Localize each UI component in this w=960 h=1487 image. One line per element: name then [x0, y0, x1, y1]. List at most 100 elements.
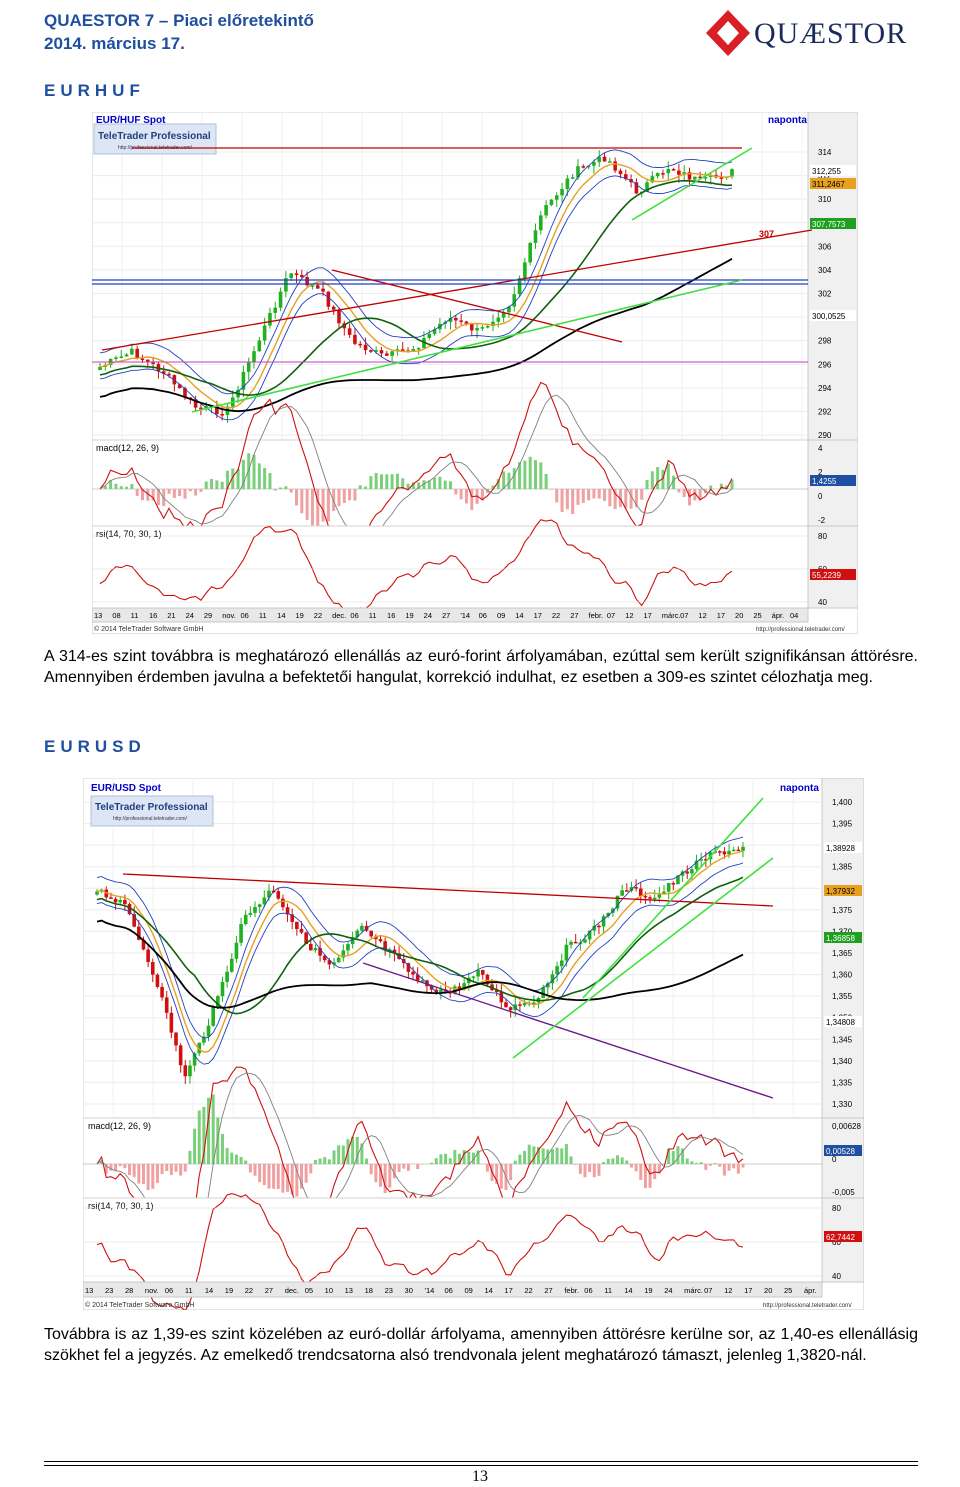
macd-histogram-bar	[220, 1133, 224, 1164]
moving-average-short	[99, 163, 733, 409]
macd-histogram-bar	[512, 468, 516, 489]
date-tick-label: ápr.	[772, 611, 785, 620]
candle-body	[634, 182, 639, 194]
candle-body	[499, 991, 504, 1003]
interval-label: naponta	[780, 783, 819, 794]
macd-histogram-bar	[565, 489, 569, 510]
macd-histogram-bar	[137, 1164, 141, 1184]
macd-histogram-bar	[639, 1164, 643, 1181]
macd-histogram-bar	[155, 1164, 159, 1183]
price-value-badge	[810, 218, 856, 229]
candle-body	[671, 169, 676, 171]
candle-body	[118, 899, 123, 903]
macd-histogram-bar	[234, 1154, 238, 1164]
candle-body	[332, 962, 336, 965]
date-tick-label: 14	[205, 1286, 213, 1295]
macd-histogram-bar	[495, 1164, 499, 1184]
macd-histogram-bar	[725, 485, 729, 489]
price-tick-label: 310	[818, 195, 832, 204]
candle-body	[618, 170, 623, 175]
macd-histogram-bar	[611, 1158, 615, 1164]
candle-body	[358, 343, 363, 346]
moving-average-mid	[99, 179, 733, 397]
candle-body	[454, 317, 458, 321]
candle-body	[719, 177, 724, 179]
candle-body	[313, 948, 318, 951]
macd-histogram-bar	[544, 473, 548, 489]
macd-histogram-bar	[369, 1164, 373, 1175]
candle-body	[615, 895, 620, 909]
date-tick-label: 11	[259, 611, 267, 620]
price-value-badge	[810, 165, 856, 176]
macd-histogram-bar	[130, 484, 134, 489]
macd-histogram-bar	[713, 1163, 717, 1164]
header-title: QUAESTOR 7 – Piaci előretekintő	[44, 11, 314, 30]
price-value-badge	[824, 1016, 862, 1027]
date-tick-label: 12	[625, 611, 633, 620]
macd-histogram-bar	[699, 1162, 703, 1164]
macd-histogram-bar	[574, 1164, 578, 1165]
macd-histogram-bar	[576, 489, 580, 505]
candle-body	[480, 327, 485, 329]
copyright: © 2014 TeleTrader Software GmbH	[85, 1301, 194, 1309]
macd-tick-label: 0	[818, 492, 823, 501]
macd-histogram-bar	[645, 479, 649, 489]
candle-body	[188, 1065, 192, 1077]
candle-body	[687, 172, 692, 180]
price-value-label: 300,0525	[812, 312, 846, 321]
candle-body	[569, 941, 573, 945]
macd-histogram-bar	[471, 1152, 475, 1164]
page-number: 13	[472, 1468, 488, 1485]
macd-value-label: 1,4255	[812, 477, 837, 486]
macd-histogram-bar	[401, 478, 405, 489]
candle-body	[347, 328, 352, 335]
price-tick-label: 1,330	[832, 1100, 853, 1109]
candle-body	[336, 957, 341, 963]
candle-body	[193, 399, 198, 408]
macd-value-label: 0,00528	[826, 1147, 855, 1156]
candle-body	[620, 890, 624, 896]
candle-body	[267, 890, 271, 898]
macd-histogram-bar	[502, 471, 506, 489]
date-tick-label: 16	[149, 611, 157, 620]
macd-histogram-bar	[693, 489, 697, 501]
footer-url: http://professional.teletrader.com/	[756, 627, 845, 633]
price-tick-label: 298	[818, 337, 832, 346]
macd-histogram-bar	[194, 489, 198, 496]
candle-body	[501, 312, 506, 318]
macd-histogram-bar	[708, 1164, 712, 1166]
date-tick-label: 27	[570, 611, 578, 620]
support-trend-line	[191, 279, 743, 413]
candle-body	[284, 278, 288, 292]
candle-body	[151, 361, 155, 364]
macd-histogram-bar	[727, 1164, 731, 1171]
candle-body	[397, 953, 401, 959]
candle-body	[355, 930, 360, 938]
candle-body	[98, 366, 102, 370]
macd-histogram-bar	[132, 1164, 136, 1177]
candle-body	[434, 989, 439, 993]
date-tick-label: márc.	[662, 611, 681, 620]
macd-histogram-bar	[402, 1164, 406, 1169]
macd-histogram-bar	[666, 463, 670, 489]
date-tick-label: 24	[424, 611, 432, 620]
logo-text: QUÆSTOR	[754, 17, 908, 50]
candle-body	[119, 356, 124, 358]
candle-body	[392, 949, 397, 954]
macd-histogram-bar	[541, 1148, 545, 1164]
candle-body	[741, 846, 745, 851]
macd-histogram-bar	[597, 1164, 601, 1176]
price-tick-label: 302	[818, 290, 832, 299]
candle-body	[453, 986, 457, 994]
candle-body	[677, 170, 681, 175]
candle-body	[699, 859, 703, 861]
candle-body	[353, 334, 357, 344]
candle-body	[374, 350, 378, 352]
macd-histogram-bar	[629, 489, 633, 509]
candle-body	[411, 349, 416, 351]
date-tick-label: 07	[607, 611, 615, 620]
macd-histogram-bar	[571, 489, 575, 514]
macd-histogram-bar	[433, 478, 437, 489]
macd-histogram-bar	[722, 1164, 726, 1176]
macd-histogram-bar	[698, 489, 702, 501]
